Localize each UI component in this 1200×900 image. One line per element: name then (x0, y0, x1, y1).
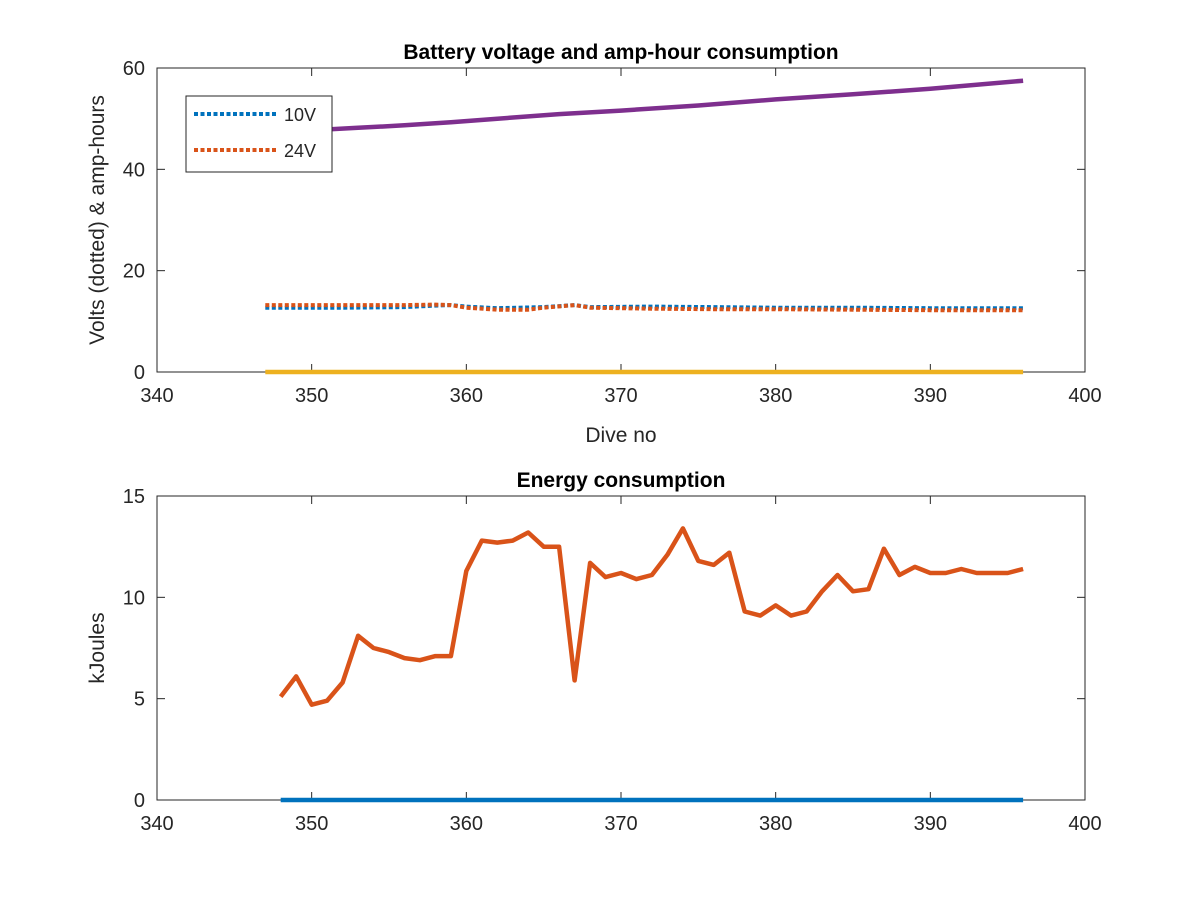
legend-label: 24V (284, 141, 316, 161)
series-line-0-2 (265, 78, 1024, 135)
x-tick-label: 350 (295, 385, 328, 407)
legend: 10V 24V (185, 95, 333, 173)
x-tick-label: 350 (295, 813, 328, 835)
x-tick-label: 340 (140, 813, 173, 835)
chart-title: Battery voltage and amp-hour consumption (403, 41, 838, 64)
x-tick-label: 360 (450, 813, 483, 835)
x-tick-label: 380 (759, 385, 792, 407)
y-axis-label: Volts (dotted) & amp-hours (86, 95, 109, 345)
series-line-0-1 (265, 302, 1024, 313)
x-tick-label: 390 (914, 385, 947, 407)
x-tick-label: 390 (914, 813, 947, 835)
x-axis-label: Dive no (585, 424, 656, 447)
x-tick-label: 360 (450, 385, 483, 407)
y-tick-label: 15 (123, 486, 145, 508)
y-tick-label: 0 (134, 362, 145, 384)
y-tick-label: 10 (123, 587, 145, 609)
x-tick-label: 340 (140, 385, 173, 407)
y-tick-label: 5 (134, 689, 145, 711)
x-tick-label: 370 (604, 813, 637, 835)
series-line-1-0 (278, 526, 1024, 707)
legend-box (185, 95, 333, 173)
bottom-chart: 340 350 360 370 380 390 400 0 5 10 15 Energy consum… (86, 469, 1102, 835)
y-tick-label: 20 (123, 261, 145, 283)
x-tick-label: 380 (759, 813, 792, 835)
y-axis-label: kJoules (86, 612, 109, 683)
y-tick-label: 0 (134, 790, 145, 812)
x-tick-label: 400 (1068, 385, 1101, 407)
chart-title: Energy consumption (517, 469, 726, 492)
y-tick-label: 60 (123, 58, 145, 80)
y-tick-label: 40 (123, 159, 145, 181)
x-tick-label: 400 (1068, 813, 1101, 835)
legend-label: 10V (284, 105, 316, 125)
x-tick-label: 370 (604, 385, 637, 407)
plot-area-1 (156, 495, 1086, 801)
top-chart: 340 350 360 370 380 390 400 0 20 40 60 Battery volt… (86, 41, 1102, 447)
